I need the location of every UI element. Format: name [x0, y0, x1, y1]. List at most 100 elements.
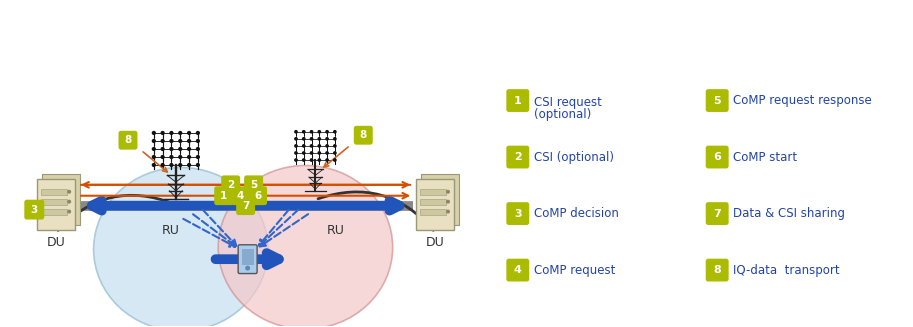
Circle shape	[152, 147, 156, 151]
Circle shape	[68, 210, 71, 214]
FancyBboxPatch shape	[25, 200, 44, 219]
FancyBboxPatch shape	[244, 175, 263, 194]
Circle shape	[446, 200, 450, 204]
Text: 8: 8	[360, 130, 367, 140]
Ellipse shape	[218, 165, 393, 327]
FancyBboxPatch shape	[507, 259, 530, 282]
FancyBboxPatch shape	[420, 199, 446, 205]
FancyBboxPatch shape	[507, 89, 530, 112]
FancyBboxPatch shape	[215, 186, 233, 205]
Text: DU: DU	[425, 236, 445, 250]
Circle shape	[195, 139, 200, 143]
Circle shape	[152, 139, 156, 143]
Text: DU: DU	[47, 236, 66, 250]
Circle shape	[333, 130, 337, 134]
Circle shape	[310, 137, 313, 141]
Text: 8: 8	[124, 135, 131, 145]
Circle shape	[310, 151, 313, 155]
Circle shape	[446, 210, 450, 214]
Circle shape	[161, 131, 164, 135]
Ellipse shape	[94, 167, 268, 327]
Text: CoMP request response: CoMP request response	[733, 94, 872, 107]
Circle shape	[333, 158, 337, 162]
Text: 1: 1	[514, 95, 521, 106]
Text: RU: RU	[162, 224, 180, 237]
FancyBboxPatch shape	[354, 126, 373, 145]
Text: 5: 5	[713, 95, 721, 106]
Circle shape	[187, 163, 191, 167]
Circle shape	[294, 130, 298, 134]
Circle shape	[169, 131, 173, 135]
Circle shape	[333, 151, 337, 155]
Circle shape	[68, 190, 71, 194]
Circle shape	[302, 130, 306, 134]
FancyBboxPatch shape	[231, 186, 250, 205]
FancyBboxPatch shape	[242, 249, 254, 265]
Text: 2: 2	[227, 180, 235, 190]
Circle shape	[169, 139, 173, 143]
FancyBboxPatch shape	[706, 146, 729, 168]
Circle shape	[68, 200, 71, 204]
Text: (optional): (optional)	[534, 109, 591, 121]
Circle shape	[195, 163, 200, 167]
Circle shape	[161, 163, 164, 167]
Circle shape	[152, 155, 156, 159]
Circle shape	[178, 147, 183, 151]
FancyBboxPatch shape	[41, 189, 68, 195]
Circle shape	[195, 155, 200, 159]
FancyBboxPatch shape	[420, 189, 446, 195]
Circle shape	[187, 147, 191, 151]
Circle shape	[152, 131, 156, 135]
Circle shape	[325, 137, 329, 141]
FancyBboxPatch shape	[706, 89, 729, 112]
FancyBboxPatch shape	[238, 245, 257, 274]
Circle shape	[169, 147, 173, 151]
Text: RU: RU	[327, 224, 344, 237]
FancyBboxPatch shape	[221, 175, 240, 194]
Circle shape	[310, 130, 313, 134]
Text: 5: 5	[250, 180, 257, 190]
Circle shape	[310, 158, 313, 162]
Circle shape	[318, 144, 321, 148]
Text: 2: 2	[514, 152, 521, 162]
FancyBboxPatch shape	[416, 179, 454, 231]
Circle shape	[310, 144, 313, 148]
Circle shape	[302, 151, 306, 155]
Circle shape	[333, 144, 337, 148]
FancyBboxPatch shape	[42, 174, 80, 226]
Circle shape	[302, 137, 306, 141]
Circle shape	[302, 158, 306, 162]
Text: 8: 8	[713, 265, 721, 275]
Text: Data & CSI sharing: Data & CSI sharing	[733, 207, 845, 220]
Circle shape	[161, 147, 164, 151]
Text: 3: 3	[31, 205, 38, 215]
FancyBboxPatch shape	[507, 146, 530, 168]
Circle shape	[187, 131, 191, 135]
Circle shape	[294, 158, 298, 162]
FancyBboxPatch shape	[41, 199, 68, 205]
FancyBboxPatch shape	[119, 131, 138, 150]
Circle shape	[169, 155, 173, 159]
Circle shape	[195, 147, 200, 151]
Circle shape	[187, 155, 191, 159]
Text: 7: 7	[713, 209, 721, 218]
FancyBboxPatch shape	[37, 179, 75, 231]
FancyBboxPatch shape	[420, 209, 446, 215]
FancyBboxPatch shape	[41, 209, 68, 215]
Text: 4: 4	[514, 265, 521, 275]
Circle shape	[245, 266, 250, 270]
Circle shape	[178, 163, 183, 167]
Circle shape	[294, 151, 298, 155]
Circle shape	[178, 155, 183, 159]
Circle shape	[318, 130, 321, 134]
Circle shape	[318, 137, 321, 141]
Circle shape	[302, 144, 306, 148]
Text: 1: 1	[220, 191, 227, 201]
Circle shape	[325, 151, 329, 155]
Circle shape	[152, 163, 156, 167]
Text: 3: 3	[514, 209, 521, 218]
Text: 4: 4	[237, 191, 245, 201]
Text: CoMP decision: CoMP decision	[534, 207, 619, 220]
Circle shape	[325, 144, 329, 148]
Circle shape	[178, 139, 183, 143]
